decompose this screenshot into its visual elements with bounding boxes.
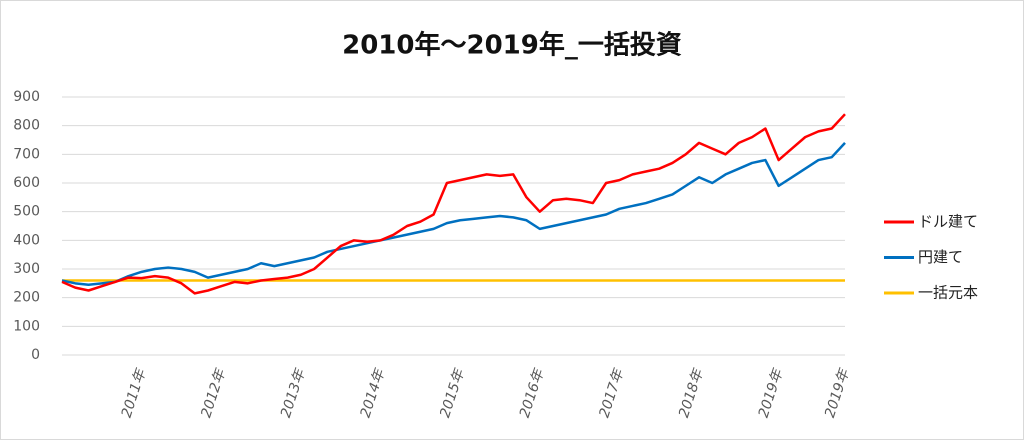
legend-label: 一括元本 — [918, 284, 978, 302]
y-tick-label: 0 — [31, 347, 40, 363]
y-tick-label: 500 — [13, 204, 40, 220]
legend-label: ドル建て — [918, 213, 978, 231]
y-tick-label: 400 — [13, 232, 40, 248]
series-line — [61, 113, 846, 295]
y-tick-label: 900 — [13, 89, 40, 105]
legend-label: 円建て — [918, 248, 963, 266]
series-line — [61, 142, 846, 287]
y-tick-label: 600 — [13, 175, 40, 191]
y-tick-label: 200 — [13, 290, 40, 306]
chart-title: 2010年～2019年_一括投資 — [342, 30, 682, 61]
y-tick-label: 700 — [13, 146, 40, 162]
y-tick-label: 800 — [13, 118, 40, 134]
y-tick-label: 300 — [13, 261, 40, 277]
y-tick-label: 100 — [13, 318, 40, 334]
